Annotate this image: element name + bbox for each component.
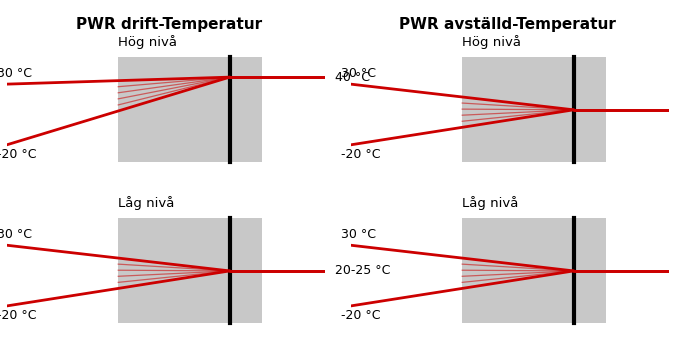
Text: Hög nivå: Hög nivå bbox=[462, 35, 521, 49]
Text: 30 °C: 30 °C bbox=[341, 67, 376, 80]
Bar bbox=[462, 218, 606, 323]
Text: -20 °C: -20 °C bbox=[0, 309, 37, 322]
Text: PWR drift-Temperatur: PWR drift-Temperatur bbox=[76, 16, 262, 32]
Text: -20 °C: -20 °C bbox=[341, 148, 381, 161]
Text: 30 °C: 30 °C bbox=[341, 228, 376, 241]
Text: -20 °C: -20 °C bbox=[0, 148, 37, 161]
Bar bbox=[118, 57, 262, 162]
Text: 40 °C: 40 °C bbox=[335, 71, 370, 84]
Text: 20-25 °C: 20-25 °C bbox=[335, 264, 390, 277]
Bar bbox=[118, 218, 262, 323]
Text: 30 °C: 30 °C bbox=[0, 228, 32, 241]
Text: -20 °C: -20 °C bbox=[341, 309, 381, 322]
Text: Låg nivå: Låg nivå bbox=[462, 196, 518, 210]
Bar bbox=[462, 57, 606, 162]
Text: Hög nivå: Hög nivå bbox=[118, 35, 177, 49]
Text: 30 °C: 30 °C bbox=[0, 67, 32, 80]
Text: PWR avställd-Temperatur: PWR avställd-Temperatur bbox=[399, 16, 615, 32]
Text: Låg nivå: Låg nivå bbox=[118, 196, 174, 210]
